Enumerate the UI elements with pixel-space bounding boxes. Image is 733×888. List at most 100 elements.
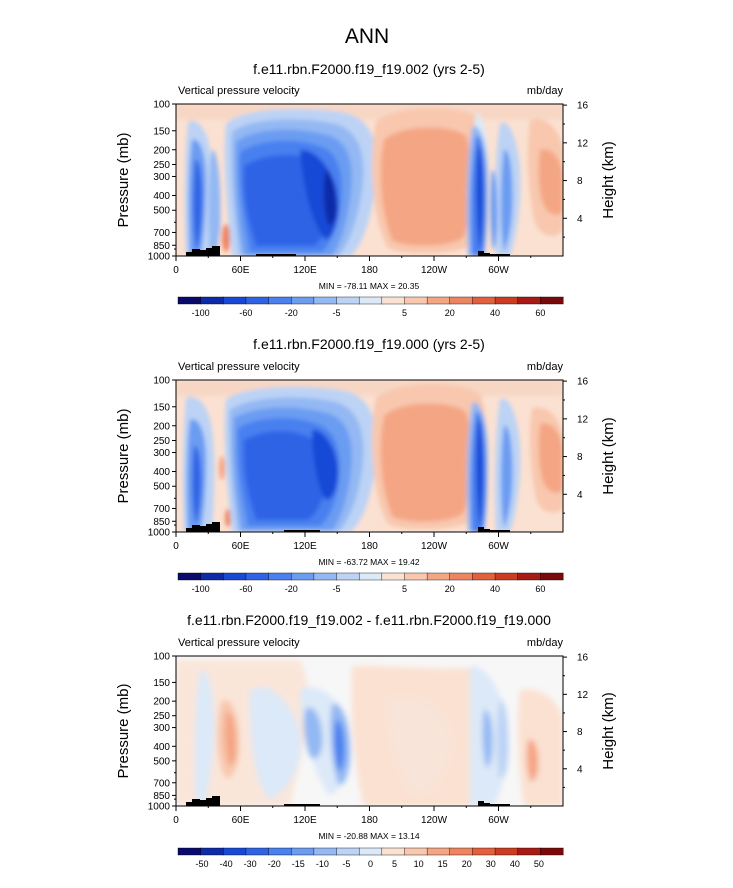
panel-2-xtick-label: 120W (421, 541, 448, 552)
panel-3-ytick-label: 100 (153, 652, 170, 663)
panel-3-ytick-label: 500 (153, 756, 170, 767)
panel-3-ytick-label: 150 (153, 678, 170, 689)
panel-2-left-label: Vertical pressure velocity (178, 361, 300, 373)
panel-3-colorbar-label: -50 (196, 859, 209, 869)
panel-2-colorbar-box (472, 572, 496, 581)
panel-1-units: mb/day (527, 85, 564, 97)
panel-1-colorbar-label: 40 (490, 308, 500, 318)
panel-3-xtick-label: 180 (361, 815, 378, 826)
panel-1-colorbar-box (358, 296, 383, 305)
panel-3-xtick-label: 0 (173, 815, 179, 826)
panel-1-ytick-label: 250 (153, 160, 170, 171)
panel-3-y2label: Height (km) (600, 692, 617, 770)
panel-2-units: mb/day (527, 361, 564, 373)
panel-3-colorbar-label: 50 (534, 859, 544, 869)
panel-3-colorbar-label: -40 (220, 859, 233, 869)
panel-3-xtick-label: 60W (488, 815, 509, 826)
panel-2-colorbar-box (336, 572, 360, 581)
panel-3-ytick-label: 300 (153, 723, 170, 734)
panel-3-colorbar-box (177, 847, 202, 856)
panel-2-colorbar-label: -100 (192, 584, 210, 594)
panel-1-colorbar-label: -60 (239, 308, 252, 318)
panel-3-y2tick-label: 16 (577, 653, 589, 664)
panel-1-title: f.e11.rbn.F2000.f19_f19.002 (yrs 2-5) (253, 61, 485, 77)
panel-3-colorbar-box (494, 847, 519, 856)
panel-2-colorbar-label: 40 (490, 584, 500, 594)
panel-2-colorbar-box (177, 572, 202, 581)
panel-1-colorbar-label: 20 (445, 308, 455, 318)
panel-2-colorbar-box (313, 572, 338, 581)
panel-2-xtick-label: 180 (361, 541, 378, 552)
panel-1-ylabel: Pressure (mb) (115, 132, 132, 227)
panel-2-ytick-label: 100 (153, 376, 170, 387)
panel-1-colorbar-box (494, 296, 519, 305)
panel-2-ytick-label: 200 (153, 421, 170, 432)
panel-3-colorbar-box (517, 847, 541, 856)
panel-2-colorbar-box (358, 572, 383, 581)
panel-3-colorbar-label: 20 (462, 859, 472, 869)
panel-3-ytick-label: 700 (153, 778, 170, 789)
panel-1-colorbar-box (517, 296, 541, 305)
panel-1-colorbar-box (200, 296, 224, 305)
panel-3-contour-fill (176, 656, 563, 806)
panel-2-colorbar-box (540, 572, 564, 581)
panel-1-colorbar-box (245, 296, 270, 305)
panel-1-y2label: Height (km) (600, 141, 617, 219)
panel-2-ytick-label: 150 (153, 402, 170, 413)
panel-2-ytick-label: 250 (153, 436, 170, 447)
panel-2-colorbar-box (268, 572, 292, 581)
panel-3-colorbar-box (358, 847, 383, 856)
panel-2-colorbar-box (245, 572, 270, 581)
panel-1: f.e11.rbn.F2000.f19_f19.002 (yrs 2-5) Ve… (115, 61, 617, 318)
panel-2-xtick-label: 60W (488, 541, 509, 552)
panel-3-y2tick-label: 12 (577, 690, 589, 701)
panel-1-colorbar-label: 5 (402, 308, 407, 318)
panel-2-colorbar-box (381, 572, 405, 581)
panel-3-colorbar-label: 0 (368, 859, 373, 869)
panel-2-xtick-label: 60E (232, 541, 250, 552)
panel-3-colorbar-label: -30 (244, 859, 257, 869)
figure-title: ANN (345, 25, 389, 48)
panel-2-colorbar-box (223, 572, 247, 581)
panel-2-ylabel: Pressure (mb) (115, 408, 132, 503)
panel-2-colorbar-label: 20 (445, 584, 455, 594)
panel-1-ytick-label: 100 (153, 100, 170, 111)
panel-2-y2tick-label: 4 (577, 490, 583, 501)
panel-2-colorbar-box (449, 572, 473, 581)
panel-3-colorbar-box (472, 847, 496, 856)
panel-2-colorbar-box (404, 572, 428, 581)
panel-1-ytick-label: 200 (153, 145, 170, 156)
panel-3-xtick-label: 120W (421, 815, 448, 826)
panel-1-colorbar-box (177, 296, 202, 305)
panel-3-y2tick-label: 4 (577, 764, 583, 775)
panel-1-colorbar-box (426, 296, 451, 305)
panel-3-colorbar-label: 30 (486, 859, 496, 869)
panel-2-xtick-label: 120E (293, 541, 317, 552)
panel-3-ytick-label: 1000 (148, 802, 171, 813)
panel-1-y2tick-label: 8 (577, 176, 583, 187)
panel-3-ylabel: Pressure (mb) (115, 683, 132, 778)
panel-2-ytick-label: 850 (153, 517, 170, 528)
panel-3-colorbar-box (381, 847, 405, 856)
panel-2-colorbar-box (494, 572, 519, 581)
panel-2-colorbar-label: -60 (239, 584, 252, 594)
panel-2-stats: MIN = -63.72 MAX = 19.42 (318, 557, 419, 567)
panel-3-colorbar-box (245, 847, 270, 856)
panel-3-ytick-label: 400 (153, 742, 170, 753)
panel-1-xtick-label: 60W (488, 265, 509, 276)
panel-1-colorbar-box (404, 296, 428, 305)
panel-1-ytick-label: 1000 (148, 252, 171, 263)
panel-3-xtick-label: 120E (293, 815, 317, 826)
panel-3-colorbar: -50 -40 -30 -20 -15 -10 -5 0 5 10 15 20 30 40 50 (177, 847, 564, 869)
panel-3-colorbar-box (268, 847, 292, 856)
panel-3-colorbar-box (200, 847, 224, 856)
panel-1-colorbar-box (268, 296, 292, 305)
panel-2-ytick-label: 300 (153, 448, 170, 459)
panel-3-colorbar-label: 10 (414, 859, 424, 869)
panel-1-colorbar-box (381, 296, 405, 305)
panel-1-colorbar-box (291, 296, 315, 305)
panel-1-ytick-label: 500 (153, 206, 170, 217)
panel-3-colorbar-label: 40 (510, 859, 520, 869)
panel-2-title: f.e11.rbn.F2000.f19_f19.000 (yrs 2-5) (253, 336, 485, 352)
panel-1-stats: MIN = -78.11 MAX = 20.35 (319, 281, 420, 291)
